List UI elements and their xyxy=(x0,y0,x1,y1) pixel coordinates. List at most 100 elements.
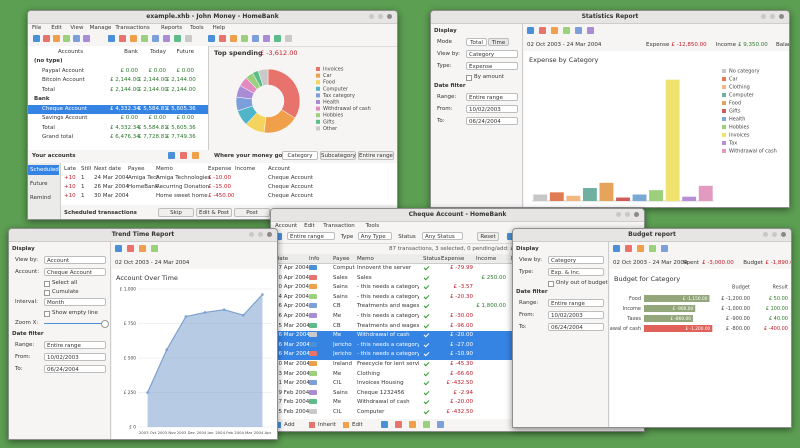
dropdown[interactable]: 06/24/2004 xyxy=(548,323,604,331)
account-name[interactable]: Paypal Account xyxy=(42,67,85,74)
cell-date[interactable]: 25 Mar 2004 xyxy=(275,322,310,329)
toolbar-icon[interactable] xyxy=(423,421,430,428)
filter-dropdown[interactable]: Any Status xyxy=(422,232,463,240)
dropdown[interactable]: Category xyxy=(548,256,604,264)
cell-date[interactable]: 06 Apr 2004 xyxy=(275,313,310,319)
toolbar-icon[interactable] xyxy=(208,35,215,42)
slider-knob[interactable] xyxy=(101,320,109,328)
toolbar-icon[interactable] xyxy=(230,35,237,42)
cell-memo[interactable]: Clothing xyxy=(357,370,380,377)
toolbar-icon[interactable] xyxy=(409,421,416,428)
cell-memo[interactable]: Treatments and wages xyxy=(357,322,419,329)
cell-payee[interactable]: Ireland xyxy=(333,361,353,367)
cell-payee[interactable]: CB xyxy=(333,303,341,310)
checkbox-label[interactable]: Cumulate xyxy=(52,289,79,295)
toolbar-icon[interactable] xyxy=(108,35,115,42)
toolbar-icon[interactable] xyxy=(241,35,248,42)
toolbar-icon[interactable] xyxy=(168,152,175,159)
checkbox-label[interactable]: Select all xyxy=(52,280,78,286)
toolbar-icon[interactable] xyxy=(649,245,656,252)
menu-item[interactable]: Manage xyxy=(89,25,112,31)
dropdown[interactable]: 10/02/2003 xyxy=(548,311,604,319)
cell-date[interactable]: 16 Mar 2004 xyxy=(275,341,310,348)
cell-memo[interactable]: - this needs a category xyxy=(357,313,419,319)
window-control[interactable] xyxy=(781,232,786,237)
cell-memo[interactable]: Cheque 1232456 xyxy=(357,389,405,396)
cell-date[interactable]: 16 Mar 2004 xyxy=(275,332,310,339)
toolbar-icon[interactable] xyxy=(263,35,270,42)
checkbox[interactable] xyxy=(44,311,50,317)
menu-item[interactable]: View xyxy=(70,25,84,31)
toolbar-icon[interactable] xyxy=(185,35,192,42)
dropdown[interactable]: Entire range xyxy=(44,341,106,349)
cell-date[interactable]: 03 Mar 2004 xyxy=(275,370,310,377)
dropdown[interactable]: 10/02/2003 xyxy=(44,353,106,361)
cell-payee[interactable]: Sains xyxy=(333,293,348,300)
cell-payee[interactable]: Jericho xyxy=(333,341,352,348)
toolbar-icon[interactable] xyxy=(507,233,514,240)
slider-track[interactable] xyxy=(44,323,104,324)
checkbox[interactable] xyxy=(44,290,50,296)
cell-memo[interactable]: - this needs a category xyxy=(357,341,419,348)
toolbar-icon[interactable] xyxy=(43,35,50,42)
dropdown[interactable]: Entire range xyxy=(466,93,518,101)
window-control[interactable] xyxy=(378,14,383,19)
checkbox[interactable] xyxy=(44,281,50,287)
cell-payee[interactable]: Me xyxy=(333,399,342,406)
account-name[interactable]: Total xyxy=(42,124,55,131)
cell-memo[interactable]: - this needs a category xyxy=(357,351,419,358)
filter-button[interactable]: Subcategory xyxy=(320,151,356,160)
cell-date[interactable]: 20 Apr 2004 xyxy=(275,284,310,291)
toolbar-icon[interactable] xyxy=(139,245,146,252)
dropdown[interactable]: Account xyxy=(44,256,106,264)
dropdown[interactable]: Expense xyxy=(466,62,518,70)
window-control[interactable] xyxy=(763,232,768,237)
toolbar-icon[interactable] xyxy=(152,35,159,42)
toolbar-icon[interactable] xyxy=(527,27,534,34)
toolbar-icon[interactable] xyxy=(127,245,134,252)
toolbar-icon[interactable] xyxy=(130,35,137,42)
cell-payee[interactable]: CB xyxy=(333,322,341,329)
account-name[interactable]: Savings Account xyxy=(42,115,88,121)
dropdown[interactable]: Cheque Account xyxy=(44,268,106,276)
menu-item[interactable]: Help xyxy=(212,25,226,31)
menu-item[interactable]: File xyxy=(32,25,42,31)
toolbar-button[interactable]: Add xyxy=(284,422,295,428)
window-control[interactable] xyxy=(258,232,263,237)
schedule-button[interactable]: Post xyxy=(234,208,270,217)
tab[interactable]: Future xyxy=(30,181,48,187)
menu-item[interactable]: Account xyxy=(275,223,298,229)
toolbar-icon[interactable] xyxy=(637,245,644,252)
window-control[interactable] xyxy=(387,14,392,19)
filter-button[interactable]: Entire range xyxy=(358,151,394,160)
cell-memo[interactable]: Withdrawal of cash xyxy=(357,399,410,406)
window-control[interactable] xyxy=(616,212,621,217)
toolbar-icon[interactable] xyxy=(192,152,199,159)
toolbar-icon[interactable] xyxy=(575,27,582,34)
account-name[interactable]: Total xyxy=(42,86,55,93)
window-control[interactable] xyxy=(267,232,272,237)
dropdown[interactable]: Category xyxy=(466,50,518,58)
toolbar-icon[interactable] xyxy=(625,245,632,252)
tab[interactable]: Remind xyxy=(30,195,51,201)
cell-payee[interactable]: CIL xyxy=(333,409,342,415)
cell-payee[interactable]: Sales xyxy=(333,274,348,281)
toolbar-icon[interactable] xyxy=(33,35,40,42)
cell-date[interactable]: 16 Mar 2004 xyxy=(275,351,310,358)
cell-payee[interactable]: CIL xyxy=(333,380,342,387)
cell-memo[interactable]: Freecycle for lent service xyxy=(357,361,419,367)
checkbox[interactable] xyxy=(466,75,472,81)
account-group[interactable]: (no type) xyxy=(34,58,63,64)
cell-memo[interactable]: Computer xyxy=(357,409,385,415)
cell-date[interactable]: 27 Feb 2004 xyxy=(275,399,310,406)
dropdown[interactable]: Exp. & Inc. xyxy=(548,268,604,276)
filter-dropdown[interactable]: Entire range xyxy=(287,232,335,240)
menu-item[interactable]: Transactions xyxy=(115,25,150,31)
toolbar-icon[interactable] xyxy=(252,35,259,42)
toolbar-icon[interactable] xyxy=(275,422,281,428)
toolbar-icon[interactable] xyxy=(381,421,388,428)
cell-date[interactable]: 14 Apr 2004 xyxy=(275,293,310,300)
toggle-button[interactable]: Total xyxy=(466,38,487,46)
account-name[interactable]: Cheque Account xyxy=(42,105,88,112)
window-control[interactable] xyxy=(770,14,775,19)
